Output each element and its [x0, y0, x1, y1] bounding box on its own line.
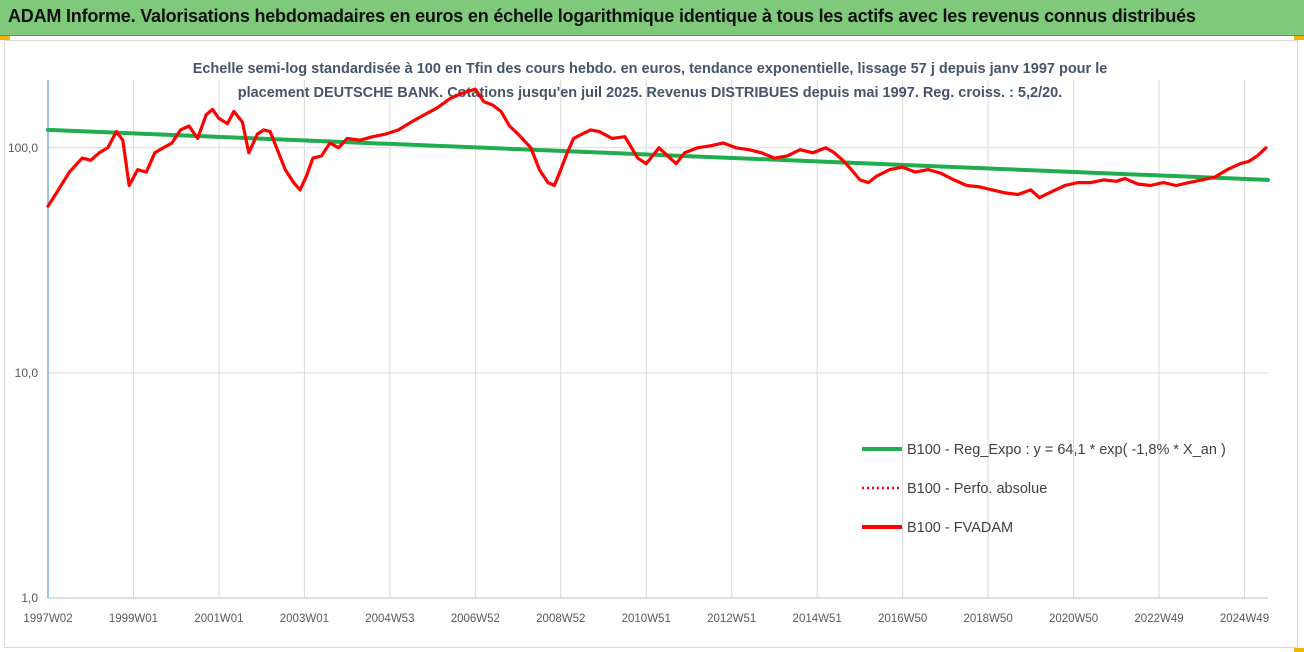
x-tick-label: 2001W01 — [194, 613, 243, 625]
subtitle-line-2: placement DEUTSCHE BANK. Cotations jusqu… — [238, 85, 1063, 101]
x-tick-label: 1997W02 — [23, 613, 72, 625]
y-tick-label: 100,0 — [8, 141, 38, 155]
x-tick-label: 2020W50 — [1049, 613, 1098, 625]
x-tick-label: 2008W52 — [536, 613, 585, 625]
corner-marker-bottom-right — [1294, 648, 1304, 652]
x-tick-label: 2014W51 — [793, 613, 842, 625]
axes: 100,0 10,0 1,0 1997W02 1999W01 2001W01 2003W01… — [8, 80, 1269, 625]
corner-marker-right — [1294, 36, 1304, 40]
legend-label-perf: B100 - Perfo. absolue — [907, 481, 1047, 497]
subtitle-line-1: Echelle semi-log standardisée à 100 en T… — [193, 61, 1108, 77]
chart-frame — [4, 40, 1298, 648]
chart-subtitle: Echelle semi-log standardisée à 100 en T… — [193, 61, 1108, 101]
series — [46, 87, 1270, 208]
series-line-2 — [46, 87, 1268, 208]
legend: B100 - Reg_Expo : y = 64,1 * exp( -1,8% … — [862, 442, 1226, 536]
x-tick-label: 2003W01 — [280, 613, 329, 625]
x-tick-label: 1999W01 — [109, 613, 158, 625]
title-bar: ADAM Informe. Valorisations hebdomadaire… — [0, 0, 1304, 36]
legend-label-fvadam: B100 - FVADAM — [907, 520, 1013, 536]
series-line-0 — [46, 127, 1270, 182]
x-tick-label: 2016W50 — [878, 613, 927, 625]
x-tick-label: 2018W50 — [963, 613, 1012, 625]
x-tick-label: 2022W49 — [1134, 613, 1183, 625]
x-tick-label: 2024W49 — [1220, 613, 1269, 625]
corner-marker-left — [0, 36, 10, 40]
legend-label-regression: B100 - Reg_Expo : y = 64,1 * exp( -1,8% … — [907, 442, 1226, 458]
x-tick-label: 2004W53 — [365, 613, 414, 625]
x-tick-label: 2012W51 — [707, 613, 756, 625]
page-title: ADAM Informe. Valorisations hebdomadaire… — [8, 6, 1196, 26]
grid — [48, 80, 1268, 599]
x-tick-label: 2006W52 — [451, 613, 500, 625]
x-tick-label: 2010W51 — [622, 613, 671, 625]
y-tick-label: 1,0 — [21, 591, 38, 605]
y-tick-label: 10,0 — [15, 366, 39, 380]
